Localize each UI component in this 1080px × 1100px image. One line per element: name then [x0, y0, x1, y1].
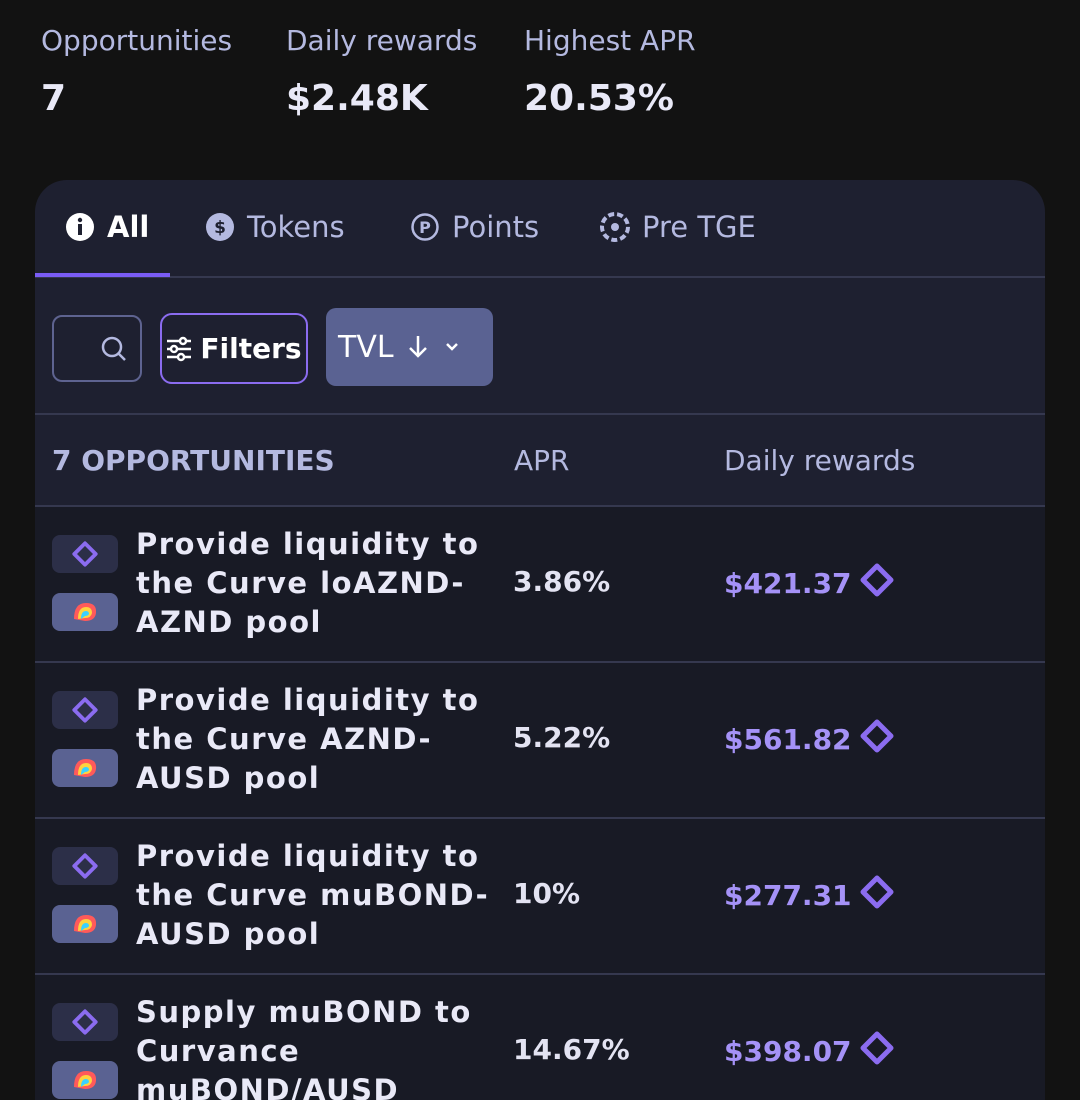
platform-icon [52, 1061, 118, 1099]
daily-rewards: $277.31 [724, 875, 894, 916]
tab-label: All [107, 210, 150, 244]
platform-icon [52, 749, 118, 787]
tab-divider [35, 276, 1045, 278]
panel: Filters TVL All $ Tokens P Points Pre TGE 7 OP… [35, 180, 1045, 1100]
apr: 10% [513, 877, 581, 910]
active-tab-underline [35, 273, 170, 277]
opportunity-title: Provide liquidity to the Curve loAZND-AZ… [136, 527, 480, 639]
apr: 14.67% [513, 1033, 630, 1066]
protocol-icon [52, 847, 118, 885]
stat-value: $2.48K [286, 78, 428, 119]
tab-label: Tokens [247, 210, 345, 244]
daily-rewards-value: $277.31 [724, 879, 852, 912]
daily-rewards-value: $561.82 [724, 723, 852, 756]
table-row[interactable]: Supply muBOND to Curvance muBOND/AUSD 14.… [35, 973, 1045, 1100]
tab-icon: $ [206, 213, 234, 241]
table-row[interactable]: Provide liquidity to the Curve loAZND-AZ… [35, 505, 1045, 661]
tab[interactable]: P Points [410, 210, 539, 244]
apr: 3.86% [513, 565, 611, 598]
daily-rewards: $561.82 [724, 719, 894, 760]
sort-label: TVL [338, 329, 394, 365]
stat-label: Daily rewards [286, 24, 478, 57]
platform-icon [52, 905, 118, 943]
protocol-icon [52, 691, 118, 729]
search-icon [101, 336, 126, 361]
toolbar-divider [35, 413, 1045, 415]
opportunity-title: Provide liquidity to the Curve muBOND-AU… [136, 839, 490, 951]
tab-label: Points [452, 210, 540, 244]
tab[interactable]: All [65, 210, 149, 244]
opportunity-title: Supply muBOND to Curvance muBOND/AUSD [136, 995, 472, 1100]
daily-rewards: $398.07 [724, 1031, 894, 1072]
stat-value: 20.53% [524, 78, 674, 119]
sort-button[interactable]: TVL [326, 308, 493, 386]
tab-icon: P [411, 213, 439, 241]
sort-icons [408, 336, 458, 358]
filters-icon [167, 336, 192, 361]
tab-icon [66, 213, 94, 241]
filters-button[interactable]: Filters [160, 313, 308, 384]
daily-rewards-value: $421.37 [724, 567, 852, 600]
platform-icon [52, 593, 118, 631]
opportunity-title: Provide liquidity to the Curve AZND-AUSD… [136, 683, 480, 795]
stat-label: Highest APR [524, 24, 696, 57]
table-row[interactable]: Provide liquidity to the Curve AZND-AUSD… [35, 661, 1045, 817]
tab-icon [600, 212, 630, 242]
reward-token-icon [860, 563, 894, 604]
reward-token-icon [860, 719, 894, 760]
daily-rewards: $421.37 [724, 563, 894, 604]
stat-value: 7 [41, 78, 67, 119]
filters-label: Filters [200, 332, 302, 365]
reward-token-icon [860, 1031, 894, 1072]
protocol-icon [52, 1003, 118, 1041]
svg-text:$: $ [214, 218, 226, 238]
reward-token-icon [860, 875, 894, 916]
tab[interactable]: Pre TGE [600, 210, 756, 244]
search-box[interactable] [52, 315, 142, 382]
apr: 5.22% [513, 721, 611, 754]
column-header: APR [514, 444, 570, 477]
column-header: 7 OPPORTUNITIES [52, 444, 335, 477]
table-row[interactable]: Provide liquidity to the Curve muBOND-AU… [35, 817, 1045, 973]
tab-label: Pre TGE [642, 210, 756, 244]
daily-rewards-value: $398.07 [724, 1035, 852, 1068]
stat-label: Opportunities [41, 24, 233, 57]
tab[interactable]: $ Tokens [205, 210, 345, 244]
protocol-icon [52, 535, 118, 573]
svg-text:P: P [419, 218, 431, 237]
column-header: Daily rewards [724, 444, 916, 477]
